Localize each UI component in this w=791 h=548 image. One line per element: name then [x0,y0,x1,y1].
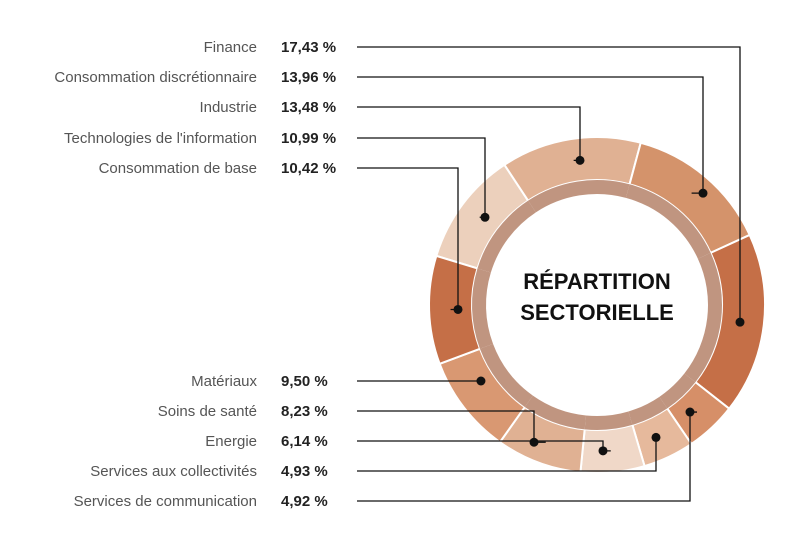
inner-ring [472,179,723,431]
legend-value-2: 13,48 % [281,99,336,116]
leader-lines [357,46,745,502]
inner-ring-segment-5 [479,343,533,408]
legend-label-9: Services de communication [74,493,257,510]
leader-dot-8 [651,432,661,442]
chart-title-line-1: RÉPARTITION [523,269,670,294]
legend-value-8: 4,93 % [281,463,328,480]
leader-dot-3 [480,212,490,222]
leader-dot-6 [529,437,539,447]
legend-label-5: Matériaux [191,373,257,390]
legend-label-4: Consommation de base [99,160,257,177]
legend-value-3: 10,99 % [281,130,336,147]
leader-dot-7 [598,446,608,456]
leader-dot-0 [735,317,745,327]
legend-value-1: 13,96 % [281,69,336,86]
chart-title-line-2: SECTORIELLE [520,300,674,325]
inner-ring-segment-9 [659,373,696,409]
inner-ring-segment-6 [524,395,587,430]
legend-label-2: Industrie [199,99,257,116]
legend-label-0: Finance [204,39,257,56]
leader-dot-4 [453,304,463,314]
legend-value-7: 6,14 % [281,433,328,450]
leader-line-1 [357,76,704,194]
legend-labels: Finance 17,43 % Consommation discrétionnai… [54,39,336,510]
legend-value-9: 4,92 % [281,493,328,510]
legend-value-0: 17,43 % [281,39,336,56]
legend-value-5: 9,50 % [281,373,328,390]
legend-label-3: Technologies de l'information [64,130,257,147]
leader-line-6 [357,410,546,443]
inner-ring-segment-8 [628,396,668,425]
leader-line-0 [357,46,741,323]
legend-label-8: Services aux collectivités [90,463,257,480]
inner-ring-segment-0 [684,252,723,383]
inner-ring-segment-3 [477,200,536,273]
legend-label-1: Consommation discrétionnaire [54,69,257,86]
inner-ring-segment-4 [472,268,494,349]
leader-dot-9 [685,407,695,417]
leader-dot-1 [698,188,708,198]
inner-ring-segment-7 [584,411,633,431]
legend-value-6: 8,23 % [281,403,328,420]
legend-label-6: Soins de santé [158,403,257,420]
leader-dot-5 [476,376,486,386]
legend-label-7: Energie [205,433,257,450]
inner-ring-segment-2 [528,179,630,213]
inner-ring-segment-1 [625,184,711,259]
donut-slice-7 [579,423,646,474]
leader-dot-2 [575,155,585,165]
legend-value-4: 10,42 % [281,160,336,177]
